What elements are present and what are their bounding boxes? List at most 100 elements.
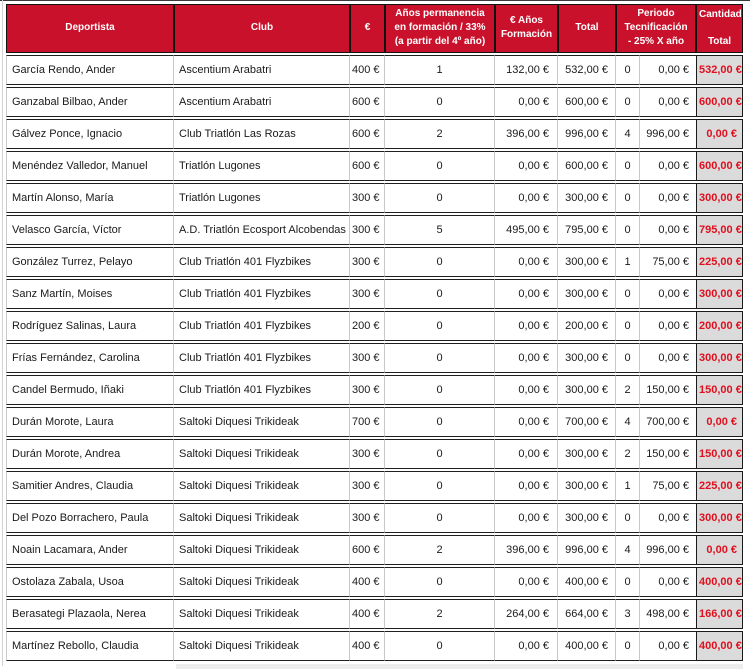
- deportista-cell: González Turrez, Pelayo: [6, 246, 174, 277]
- club-cell: Club Triatlón 401 Flyzbikes: [174, 310, 350, 341]
- table-row: Ganzabal Bilbao, Ander Ascentium Arabatr…: [6, 86, 744, 117]
- eur-formacion-cell: 132,00 €: [495, 54, 558, 85]
- periodo-anios-cell: 4: [616, 406, 640, 437]
- club-cell: Saltoki Diquesi Trikideak: [174, 438, 350, 469]
- deportista-cell: Frías Fernández, Carolina: [6, 342, 174, 373]
- cantidad-total-cell: 795,00 €: [696, 214, 744, 245]
- anios-formacion-cell: 0: [385, 470, 495, 501]
- club-cell: Saltoki Diquesi Trikideak: [174, 566, 350, 597]
- total-cell: 532,00 €: [558, 54, 616, 85]
- periodo-anios-cell: 3: [616, 598, 640, 629]
- left-gridline: [2, 0, 3, 666]
- total-cell: 700,00 €: [558, 406, 616, 437]
- periodo-eur-cell: 150,00 €: [640, 438, 697, 469]
- table-row: Berasategi Plazaola, Nerea Saltoki Dique…: [6, 598, 744, 629]
- cantidad-total-cell: 400,00 €: [696, 566, 744, 597]
- club-cell: Triatlón Lugones: [174, 150, 350, 181]
- anios-formacion-cell: 0: [385, 342, 495, 373]
- deportista-cell: Durán Morote, Laura: [6, 406, 174, 437]
- club-cell: Club Triatlón 401 Flyzbikes: [174, 342, 350, 373]
- periodo-eur-cell: 150,00 €: [640, 374, 697, 405]
- periodo-anios-cell: 0: [616, 566, 640, 597]
- total-cell: 300,00 €: [558, 470, 616, 501]
- periodo-anios-cell: 0: [616, 278, 640, 309]
- anios-formacion-cell: 1: [385, 54, 495, 85]
- club-cell: Saltoki Diquesi Trikideak: [174, 406, 350, 437]
- total-cell: 996,00 €: [558, 534, 616, 565]
- cantidad-total-cell: 532,00 €: [696, 54, 744, 85]
- periodo-eur-cell: 0,00 €: [640, 630, 697, 661]
- total-cell: 600,00 €: [558, 86, 616, 117]
- eur-formacion-cell: 264,00 €: [495, 598, 558, 629]
- cantidad-total-cell: 225,00 €: [696, 470, 744, 501]
- periodo-eur-cell: 700,00 €: [640, 406, 697, 437]
- club-cell: Saltoki Diquesi Trikideak: [174, 470, 350, 501]
- periodo-anios-cell: 0: [616, 150, 640, 181]
- anios-formacion-cell: 0: [385, 182, 495, 213]
- cantidad-total-cell: 300,00 €: [696, 182, 744, 213]
- table-row: Martín Alonso, María Triatlón Lugones 30…: [6, 182, 744, 213]
- club-cell: Club Triatlón Las Rozas: [174, 118, 350, 149]
- top-gridline: [0, 0, 750, 1]
- table-row: Rodríguez Salinas, Laura Club Triatlón 4…: [6, 310, 744, 341]
- cuota-cell: 400 €: [350, 54, 385, 85]
- deportista-cell: Berasategi Plazaola, Nerea: [6, 598, 174, 629]
- periodo-anios-cell: 0: [616, 182, 640, 213]
- eur-formacion-cell: 0,00 €: [495, 342, 558, 373]
- bottom-gridline-strip: [176, 664, 743, 669]
- cantidad-total-cell: 166,00 €: [696, 598, 744, 629]
- cantidad-total-cell: 0,00 €: [696, 118, 744, 149]
- anios-formacion-cell: 0: [385, 406, 495, 437]
- periodo-eur-cell: 498,00 €: [640, 598, 697, 629]
- anios-formacion-cell: 0: [385, 278, 495, 309]
- club-cell: Saltoki Diquesi Trikideak: [174, 598, 350, 629]
- anios-formacion-cell: 0: [385, 374, 495, 405]
- cuota-cell: 600 €: [350, 86, 385, 117]
- periodo-anios-cell: 1: [616, 246, 640, 277]
- deportista-cell: Del Pozo Borrachero, Paula: [6, 502, 174, 533]
- club-cell: Saltoki Diquesi Trikideak: [174, 502, 350, 533]
- periodo-anios-cell: 0: [616, 86, 640, 117]
- anios-formacion-cell: 2: [385, 118, 495, 149]
- deportista-cell: Velasco García, Víctor: [6, 214, 174, 245]
- periodo-eur-cell: 75,00 €: [640, 470, 697, 501]
- header-anios-formacion: Años permanencia en formación / 33% (a p…: [385, 4, 495, 53]
- anios-formacion-cell: 0: [385, 630, 495, 661]
- cuota-cell: 300 €: [350, 246, 385, 277]
- cuota-cell: 300 €: [350, 342, 385, 373]
- periodo-eur-cell: 0,00 €: [640, 566, 697, 597]
- header-total: Total: [558, 4, 616, 53]
- anios-formacion-cell: 0: [385, 566, 495, 597]
- cuota-cell: 600 €: [350, 150, 385, 181]
- cuota-cell: 400 €: [350, 598, 385, 629]
- cantidad-total-cell: 225,00 €: [696, 246, 744, 277]
- deportista-cell: Durán Morote, Andrea: [6, 438, 174, 469]
- table-row: Frías Fernández, Carolina Club Triatlón …: [6, 342, 744, 373]
- cuota-cell: 300 €: [350, 374, 385, 405]
- eur-formacion-cell: 0,00 €: [495, 246, 558, 277]
- cantidad-total-cell: 0,00 €: [696, 406, 744, 437]
- deportista-cell: Noain Lacamara, Ander: [6, 534, 174, 565]
- total-cell: 664,00 €: [558, 598, 616, 629]
- periodo-eur-cell: 0,00 €: [640, 86, 697, 117]
- eur-formacion-cell: 0,00 €: [495, 86, 558, 117]
- periodo-eur-cell: 0,00 €: [640, 214, 697, 245]
- deportista-cell: Sanz Martín, Moises: [6, 278, 174, 309]
- table-row: Durán Morote, Andrea Saltoki Diquesi Tri…: [6, 438, 744, 469]
- periodo-eur-cell: 0,00 €: [640, 310, 697, 341]
- club-cell: Ascentium Arabatri: [174, 86, 350, 117]
- eur-formacion-cell: 0,00 €: [495, 470, 558, 501]
- table-row: Velasco García, Víctor A.D. Triatlón Eco…: [6, 214, 744, 245]
- total-cell: 300,00 €: [558, 182, 616, 213]
- periodo-eur-cell: 0,00 €: [640, 150, 697, 181]
- total-cell: 996,00 €: [558, 118, 616, 149]
- eur-formacion-cell: 0,00 €: [495, 630, 558, 661]
- table-row: Candel Bermudo, Iñaki Club Triatlón 401 …: [6, 374, 744, 405]
- cantidad-total-cell: 400,00 €: [696, 630, 744, 661]
- periodo-eur-cell: 75,00 €: [640, 246, 697, 277]
- periodo-anios-cell: 0: [616, 342, 640, 373]
- header-cantidad-total: Cantidad Total: [696, 4, 744, 53]
- periodo-eur-cell: 0,00 €: [640, 54, 697, 85]
- periodo-eur-cell: 0,00 €: [640, 502, 697, 533]
- anios-formacion-cell: 5: [385, 214, 495, 245]
